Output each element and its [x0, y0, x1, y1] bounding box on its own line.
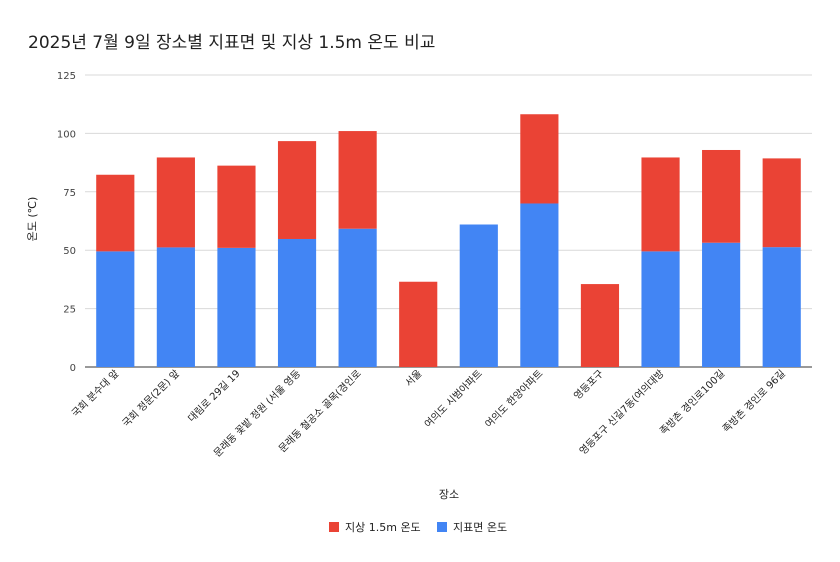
x-tick-label: 국회 정문(2문) 앞	[120, 368, 182, 430]
y-axis-ticks: 0 25 50 75 100 125	[57, 71, 76, 374]
bar-segment-air	[520, 114, 559, 204]
bar-segment-surface	[217, 247, 256, 367]
bar-segment-air	[217, 165, 256, 248]
bar-segment-air	[156, 157, 195, 248]
bar-segment-surface	[277, 238, 317, 367]
legend-label: 지표면 온도	[453, 521, 507, 534]
y-tick-label: 25	[63, 305, 76, 316]
bar-segment-surface	[459, 224, 498, 367]
x-tick-label: 족방촌 경인로100길	[657, 367, 727, 437]
legend-swatch	[329, 522, 339, 532]
bar-segment-air	[641, 157, 680, 252]
y-axis-title: 온도 (℃)	[26, 197, 39, 242]
x-axis-title: 장소	[439, 488, 459, 501]
bar-segment-air	[399, 281, 438, 367]
x-tick-label: 대림로 29길 19	[185, 367, 243, 425]
bar-segment-surface	[156, 247, 195, 367]
x-tick-label: 영등포구	[572, 368, 607, 403]
y-tick-label: 100	[57, 129, 76, 140]
legend-swatch	[437, 522, 447, 532]
bar-segment-air	[338, 131, 377, 229]
bar-segment-surface	[641, 251, 680, 367]
bar-segment-air	[277, 141, 317, 239]
x-tick-label: 국회 분수대 앞	[69, 368, 121, 420]
chart-title: 2025년 7월 9일 장소별 지표면 및 지상 1.5m 온도 비교	[28, 33, 436, 53]
bar-segment-surface	[96, 251, 135, 367]
bar-segment-air	[96, 174, 135, 252]
legend: 지상 1.5m 온도 지표면 온도	[329, 521, 507, 534]
bar-segment-surface	[702, 242, 741, 367]
x-tick-label: 여의도 시범아파트	[422, 368, 485, 431]
bar-segment-surface	[338, 228, 377, 367]
x-tick-label: 서울	[403, 368, 425, 390]
y-tick-label: 0	[70, 363, 76, 374]
y-tick-label: 75	[63, 188, 76, 199]
bar-segment-surface	[520, 203, 559, 367]
bar-segment-air	[580, 284, 620, 367]
y-tick-label: 125	[57, 71, 76, 82]
bar-segment-air	[702, 149, 741, 243]
bars	[96, 114, 801, 367]
gridlines	[85, 74, 812, 368]
x-tick-label: 족방촌 경인로 96길	[720, 367, 788, 435]
y-tick-label: 50	[63, 246, 76, 257]
bar-segment-air	[762, 158, 801, 248]
x-tick-label: 여의도 한양아파트	[483, 368, 546, 431]
legend-label: 지상 1.5m 온도	[345, 521, 421, 534]
bar-segment-surface	[762, 247, 801, 367]
